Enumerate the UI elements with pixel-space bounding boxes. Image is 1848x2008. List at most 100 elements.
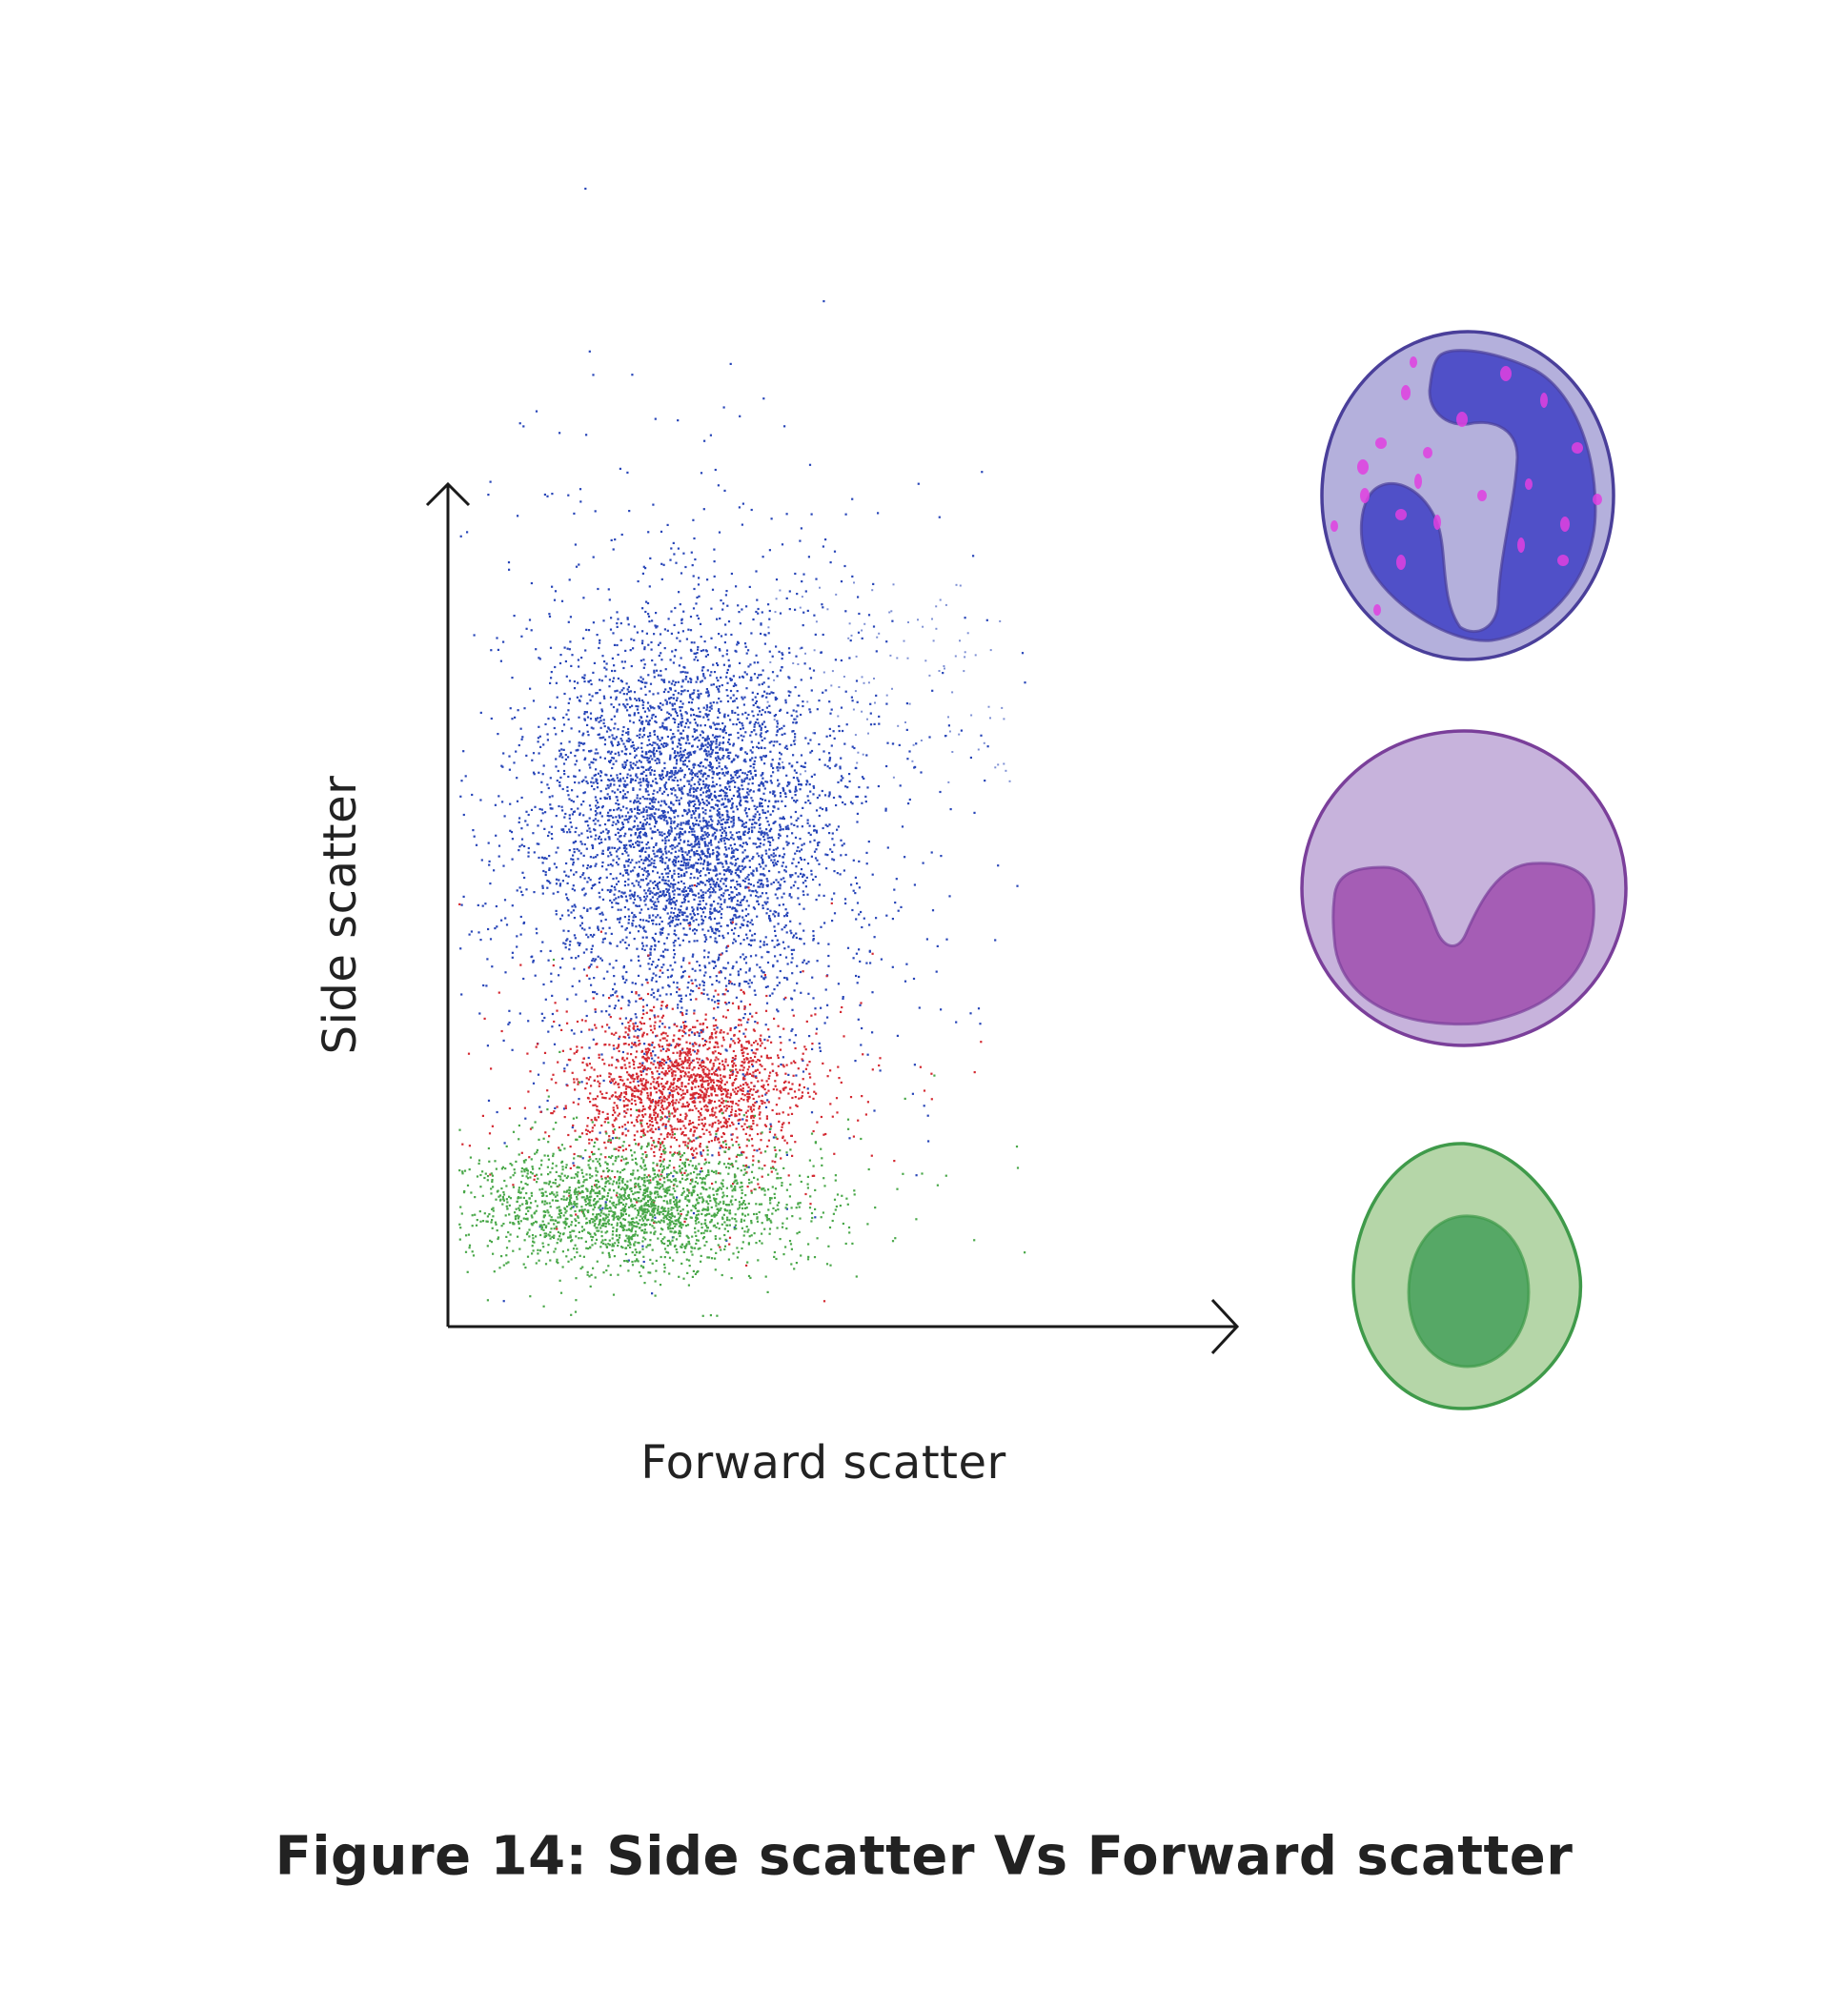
scatter-point	[724, 848, 728, 851]
scatter-point	[697, 763, 700, 767]
scatter-point	[747, 982, 750, 985]
scatter-point	[626, 618, 629, 620]
scatter-point	[662, 819, 665, 821]
scatter-point	[1024, 681, 1026, 684]
scatter-point	[490, 717, 493, 720]
scatter-point	[859, 960, 862, 963]
scatter-point	[688, 791, 691, 794]
scatter-point	[707, 764, 710, 767]
scatter-point	[643, 756, 647, 759]
scatter-point	[601, 861, 604, 864]
scatter-point	[697, 862, 700, 864]
scatter-point	[693, 1050, 697, 1053]
scatter-point	[537, 824, 539, 827]
scatter-point	[622, 666, 625, 670]
scatter-point	[553, 862, 556, 865]
scatter-point	[659, 726, 661, 729]
scatter-point	[670, 775, 673, 778]
scatter-point	[759, 885, 762, 888]
scatter-point	[672, 733, 675, 736]
scatter-point	[676, 1196, 679, 1199]
scatter-point	[723, 729, 726, 732]
scatter-point	[611, 790, 614, 793]
scatter-point	[763, 690, 766, 693]
scatter-point	[647, 855, 651, 858]
scatter-point	[645, 778, 648, 781]
scatter-point	[670, 738, 673, 740]
scatter-point	[695, 918, 698, 922]
scatter-point	[609, 862, 613, 866]
scatter-point	[579, 915, 582, 918]
scatter-point	[756, 915, 759, 918]
scatter-point	[904, 980, 907, 983]
scatter-point	[744, 751, 747, 754]
scatter-point	[960, 729, 963, 732]
scatter-point	[486, 1045, 489, 1047]
scatter-point	[772, 862, 775, 864]
scatter-point	[713, 827, 716, 831]
scatter-point	[748, 721, 751, 724]
scatter-point	[599, 720, 602, 722]
scatter-point	[779, 742, 782, 746]
scatter-point	[654, 904, 657, 907]
scatter-point	[776, 960, 779, 963]
scatter-point	[525, 627, 528, 630]
scatter-point	[702, 716, 705, 719]
scatter-point	[608, 760, 611, 762]
scatter-point	[601, 898, 605, 901]
scatter-point	[751, 934, 754, 937]
scatter-point	[671, 847, 674, 850]
scatter-point	[683, 898, 686, 901]
scatter-point	[741, 779, 743, 781]
scatter-point	[585, 847, 588, 850]
scatter-point	[559, 752, 562, 755]
scatter-point	[722, 840, 726, 842]
scatter-point	[615, 736, 619, 739]
scatter-point	[734, 781, 737, 783]
scatter-point	[667, 859, 671, 862]
scatter-point	[565, 939, 568, 942]
scatter-point	[718, 1000, 721, 1003]
scatter-point	[659, 916, 661, 919]
scatter-point	[851, 745, 854, 748]
scatter-point	[908, 750, 911, 753]
scatter-point	[657, 914, 660, 917]
scatter-point	[727, 865, 730, 869]
scatter-point	[706, 993, 709, 996]
scatter-point	[773, 740, 776, 743]
scatter-point	[775, 863, 778, 866]
scatter-point	[522, 977, 525, 981]
scatter-point	[655, 808, 658, 811]
scatter-point	[707, 872, 710, 875]
scatter-point	[717, 679, 720, 682]
scatter-point	[665, 872, 668, 875]
scatter-point	[601, 655, 604, 658]
scatter-point	[857, 631, 861, 634]
scatter-point	[744, 842, 747, 844]
scatter-point	[624, 783, 627, 786]
scatter-point	[754, 1021, 757, 1024]
scatter-point	[691, 890, 694, 893]
scatter-point	[728, 1114, 731, 1118]
scatter-point	[583, 718, 586, 720]
scatter-point	[524, 820, 527, 822]
scatter-point	[642, 700, 645, 703]
scatter-point	[727, 659, 730, 661]
scatter-point	[649, 880, 652, 882]
scatter-point	[636, 708, 639, 711]
scatter-point	[582, 968, 586, 971]
scatter-point	[617, 918, 619, 921]
scatter-point	[688, 695, 692, 698]
scatter-point	[663, 719, 666, 721]
scatter-point	[772, 744, 775, 747]
scatter-point	[516, 889, 518, 892]
scatter-point	[532, 959, 535, 963]
scatter-point	[641, 750, 644, 753]
scatter-point	[652, 751, 655, 754]
scatter-point	[603, 757, 606, 760]
scatter-point	[800, 868, 803, 871]
scatter-point	[955, 1021, 958, 1024]
scatter-point	[634, 832, 637, 835]
scatter-point	[672, 916, 675, 920]
scatter-point	[758, 879, 761, 882]
